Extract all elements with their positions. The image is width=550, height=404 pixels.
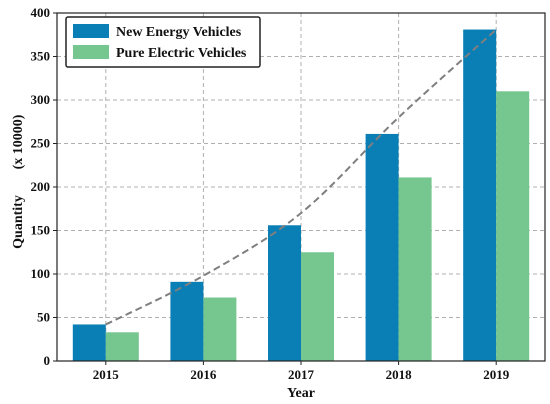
legend-swatch-new-energy [73,24,109,38]
legend-swatch-pure-electric [73,45,109,59]
bar-new-energy-2017 [268,225,301,361]
bar-pure-electric-2015 [105,332,139,361]
y-tick-label-300: 300 [31,92,51,107]
bar-pure-electric-2017 [301,252,334,361]
y-tick-label-350: 350 [31,49,51,64]
x-axis-ticks: 2015 2016 2017 2018 2019 [93,361,510,382]
bar-new-energy-2015 [72,324,106,361]
bar-pure-electric-2019 [496,91,530,362]
y-tick-label-150: 150 [31,223,51,238]
y-tick-label-0: 0 [44,353,51,368]
y-tick-label-100: 100 [31,266,51,281]
x-tick-label-2018: 2018 [386,367,413,382]
x-tick-label-2016: 2016 [190,367,217,382]
legend-label-pure-electric: Pure Electric Vehicles [116,46,247,61]
bar-pure-electric-2016 [203,297,237,361]
bar-pure-electric-2018 [398,177,432,361]
y-tick-label-200: 200 [31,179,51,194]
bars [72,29,530,362]
bar-new-energy-2016 [170,281,204,361]
legend-box [65,16,261,68]
y-axis-unit: (x 10000) [11,114,26,169]
legend-label-new-energy: New Energy Vehicles [116,25,242,40]
x-axis-title: Year [287,386,315,401]
legend: New Energy Vehicles Pure Electric Vehicl… [65,16,261,68]
y-tick-label-400: 400 [31,5,51,20]
x-tick-label-2017: 2017 [288,367,315,382]
bar-new-energy-2019 [463,29,497,362]
trend-line-layer [105,28,497,326]
y-axis-ticks: 0 50 100 150 200 250 300 350 400 [31,5,57,368]
x-tick-label-2015: 2015 [93,367,120,382]
bar-new-energy-2018 [365,133,399,361]
y-tick-label-50: 50 [37,310,50,325]
y-tick-label-250: 250 [31,136,51,151]
y-axis-title: Quantity [11,195,26,249]
trend-line [105,28,497,326]
x-tick-label-2019: 2019 [483,367,510,382]
